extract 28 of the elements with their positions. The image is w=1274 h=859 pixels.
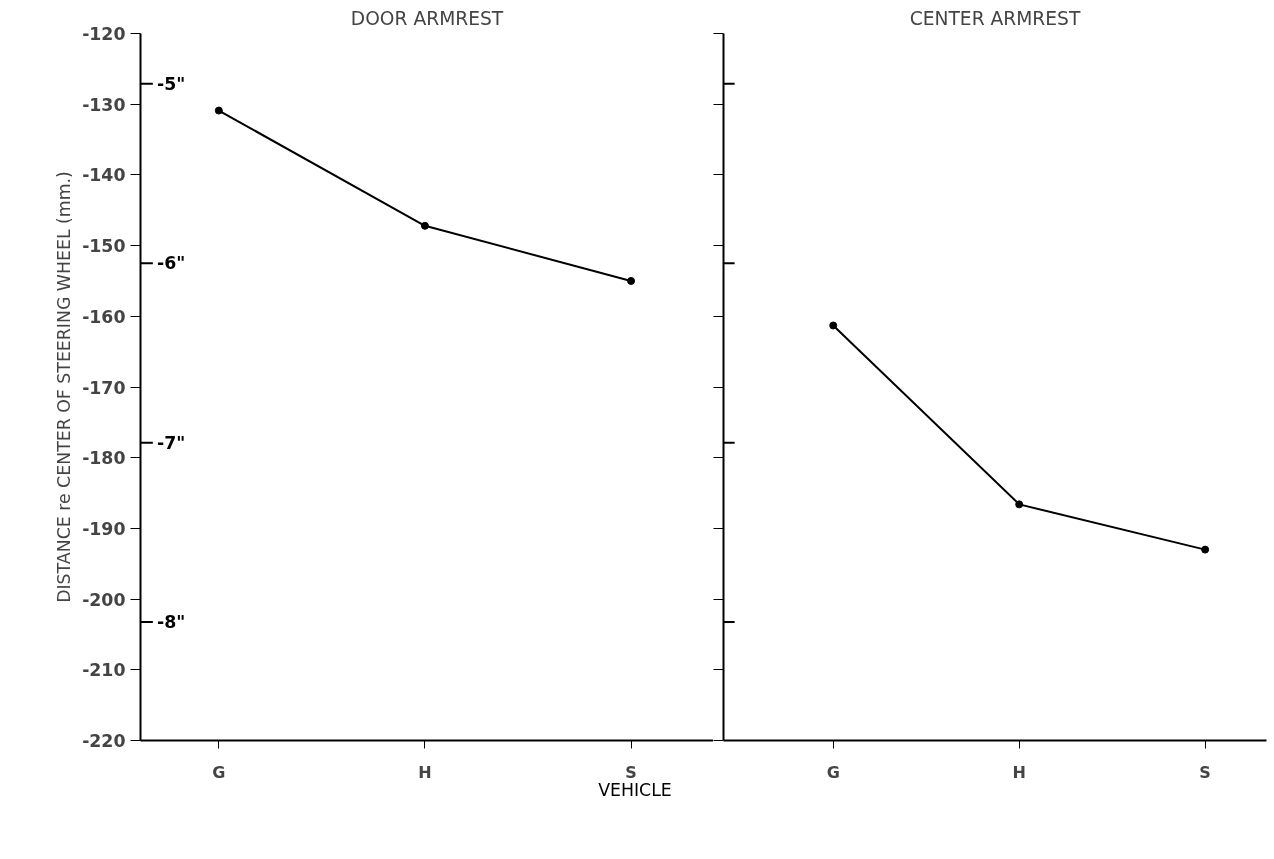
point	[627, 276, 636, 285]
y-tick-label: -200	[82, 589, 126, 610]
x-tick-label: H	[1012, 762, 1026, 782]
x-tick-label: S	[625, 762, 637, 782]
chart-title: DOOR ARMREST	[350, 7, 504, 29]
y-tick-label: -170	[82, 377, 126, 398]
x-tick-label: S	[1199, 762, 1211, 782]
x-axis-title: VEHICLE	[598, 779, 672, 802]
point	[420, 221, 429, 230]
y-tick-label: -210	[82, 660, 126, 681]
y-tick-label: -190	[82, 518, 126, 539]
y2-tick-label: -7"	[156, 432, 186, 453]
chart-title: CENTER ARMREST	[909, 7, 1081, 29]
y2-tick-label: -5"	[156, 73, 186, 94]
y-tick-label: -120	[82, 24, 126, 44]
y-tick-label: -180	[82, 448, 126, 469]
y-tick-label: -140	[82, 165, 126, 186]
y-axis-title: DISTANCE re CENTER OF STEERING WHEEL (mm.)	[54, 171, 75, 603]
x-tick-label: G	[826, 762, 840, 782]
y2-tick-label: -8"	[156, 612, 186, 633]
y-tick-label: -130	[82, 94, 126, 115]
point	[214, 106, 223, 115]
y-tick-label: -150	[82, 236, 126, 257]
y-tick-label: -160	[82, 306, 126, 327]
x-tick-label: H	[418, 762, 432, 782]
y2-tick-label: -6"	[156, 253, 186, 274]
x-tick-label: G	[212, 762, 226, 782]
y-tick-label: -220	[82, 731, 126, 751]
